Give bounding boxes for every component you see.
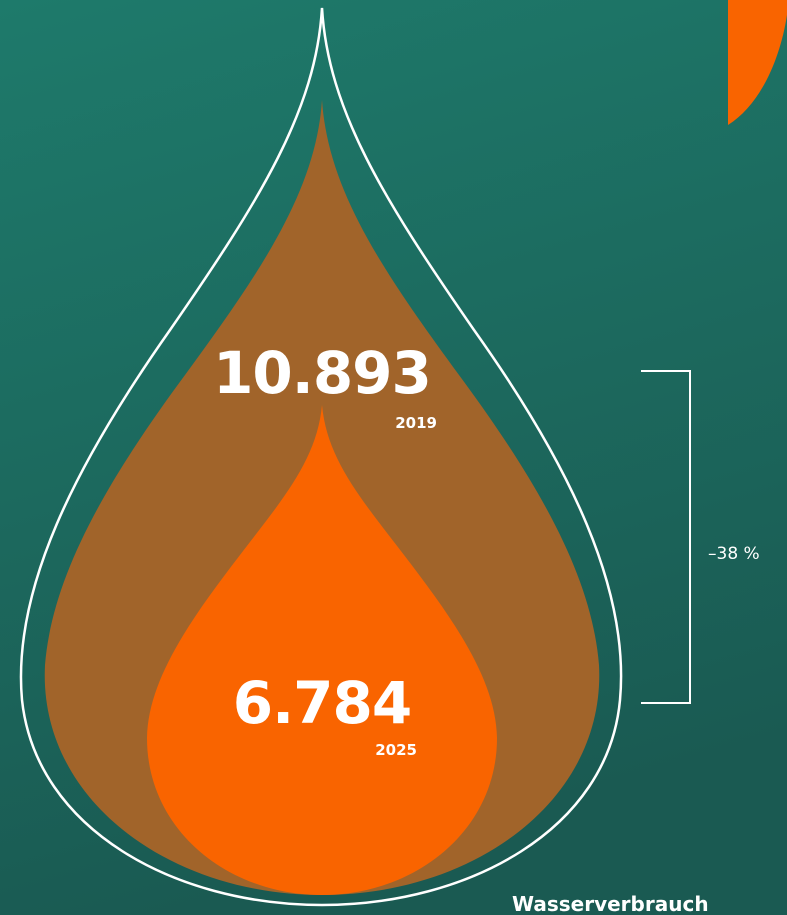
drop-outline: [19, 7, 623, 907]
drop-2025: [147, 405, 497, 895]
year-2025: 2025: [375, 741, 417, 759]
quote-mark-icon: [728, 0, 787, 125]
value-2019: 10.893: [213, 339, 431, 407]
year-2019: 2019: [395, 414, 437, 432]
change-bracket: [641, 370, 691, 704]
value-2025: 6.784: [233, 669, 411, 737]
change-label: –38 %: [708, 544, 760, 564]
chart-caption: Wasserverbrauch: [512, 892, 709, 915]
